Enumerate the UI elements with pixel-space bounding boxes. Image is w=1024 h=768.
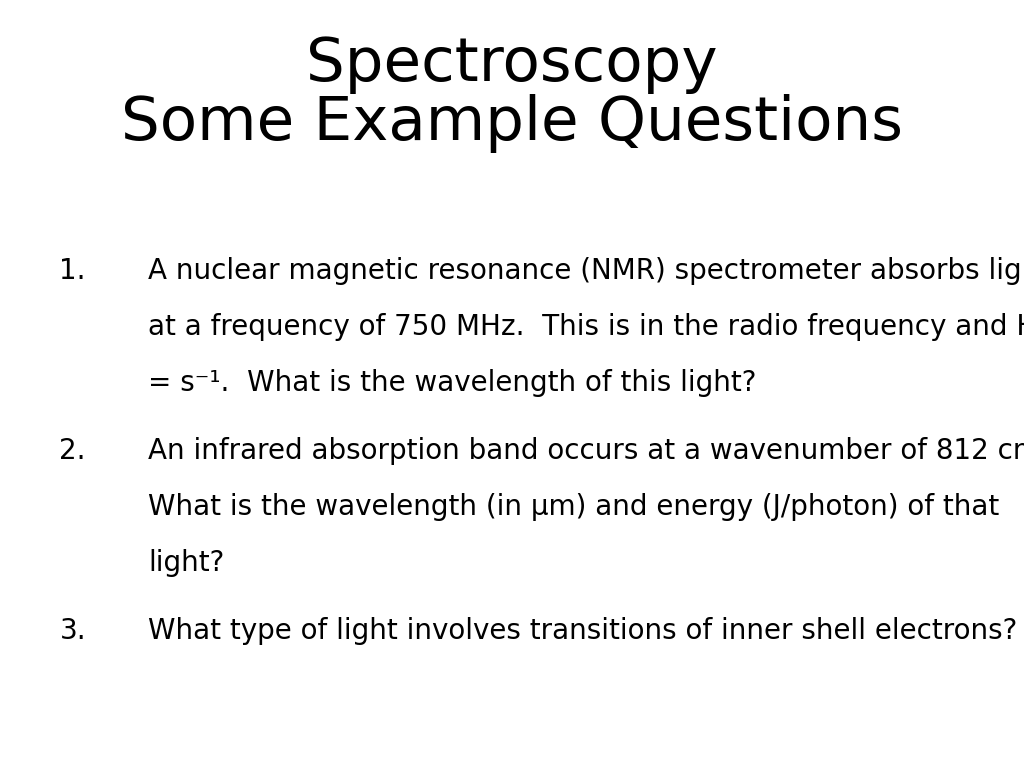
Text: What is the wavelength (in μm) and energy (J/photon) of that: What is the wavelength (in μm) and energ… — [148, 493, 999, 521]
Text: light?: light? — [148, 549, 225, 577]
Text: 2.: 2. — [59, 437, 86, 465]
Text: A nuclear magnetic resonance (NMR) spectrometer absorbs light: A nuclear magnetic resonance (NMR) spect… — [148, 257, 1024, 285]
Text: An infrared absorption band occurs at a wavenumber of 812 cm⁻¹.: An infrared absorption band occurs at a … — [148, 437, 1024, 465]
Text: 1.: 1. — [59, 257, 86, 285]
Text: Some Example Questions: Some Example Questions — [121, 94, 903, 153]
Text: at a frequency of 750 MHz.  This is in the radio frequency and Hz: at a frequency of 750 MHz. This is in th… — [148, 313, 1024, 341]
Text: What type of light involves transitions of inner shell electrons?: What type of light involves transitions … — [148, 617, 1018, 644]
Text: = s⁻¹.  What is the wavelength of this light?: = s⁻¹. What is the wavelength of this li… — [148, 369, 757, 397]
Text: Spectroscopy: Spectroscopy — [306, 35, 718, 94]
Text: 3.: 3. — [59, 617, 86, 644]
